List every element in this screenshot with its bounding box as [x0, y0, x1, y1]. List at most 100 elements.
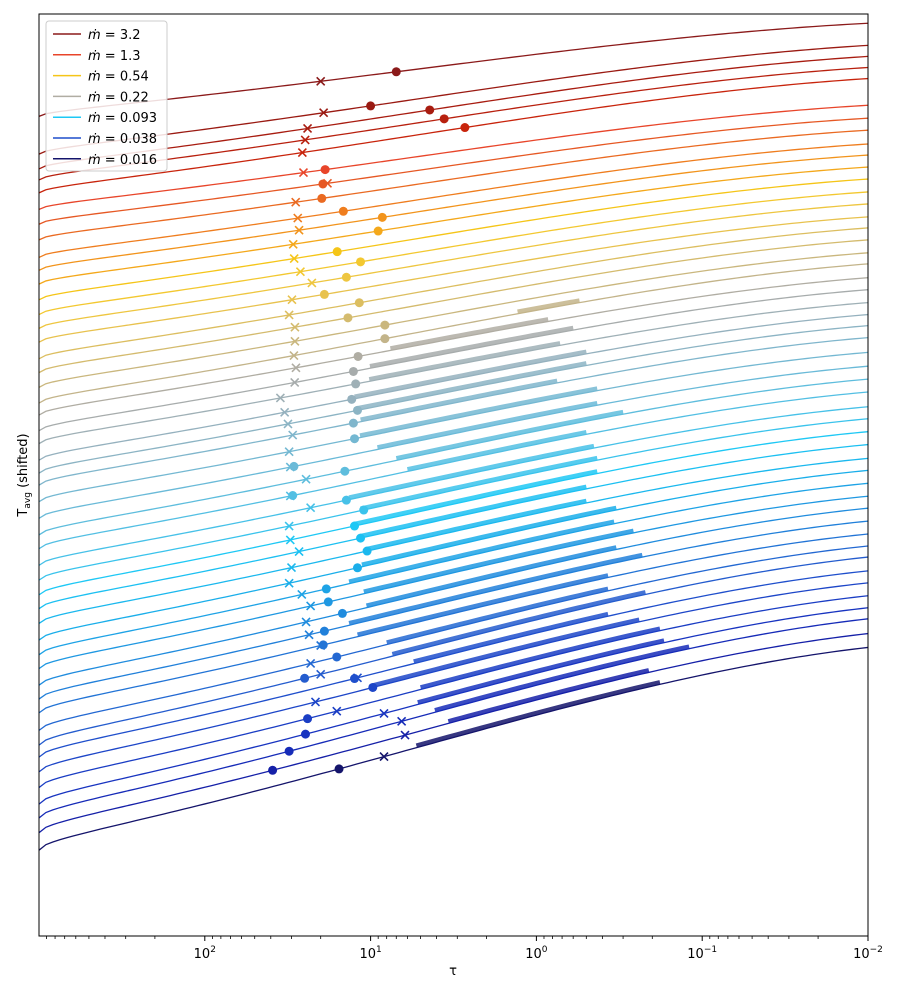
dot-marker	[362, 546, 372, 556]
series-line	[39, 545, 868, 731]
fit-segment	[348, 552, 643, 625]
series-line	[39, 431, 868, 596]
series-line	[39, 301, 868, 445]
series-line	[39, 22, 868, 117]
series-line	[39, 378, 868, 536]
fit-segment	[357, 573, 609, 637]
x-marker	[291, 363, 301, 373]
series-line	[39, 469, 868, 641]
dot-marker	[350, 674, 360, 684]
series-line	[39, 391, 868, 550]
series-line	[39, 263, 868, 404]
series-line	[39, 495, 868, 670]
dot-marker	[268, 765, 278, 775]
dot-marker	[318, 640, 328, 650]
fit-segment	[434, 644, 690, 712]
x-marker	[284, 447, 294, 457]
legend-label: ṁ = 0.038	[88, 132, 157, 147]
series-line	[39, 44, 868, 155]
fit-segment	[420, 626, 661, 690]
legend-label: ṁ = 3.2	[88, 28, 141, 43]
x-tick-label: 101	[359, 945, 381, 962]
dot-marker	[351, 379, 361, 389]
series-line	[39, 289, 868, 432]
plot-ribbons	[348, 298, 690, 748]
dot-marker	[334, 764, 344, 774]
dot-marker	[300, 729, 310, 739]
series-line	[39, 313, 868, 461]
dot-marker	[350, 521, 360, 531]
x-tick-label: 10−2	[853, 945, 883, 962]
fit-segment	[413, 611, 609, 664]
x-marker	[310, 697, 321, 707]
series-line	[39, 216, 868, 343]
series-line	[39, 55, 868, 170]
x-marker	[319, 108, 329, 118]
legend-label: ṁ = 0.016	[88, 153, 157, 168]
fit-segment	[355, 361, 587, 411]
series-line	[39, 143, 868, 259]
series-line	[39, 117, 868, 225]
series-line	[39, 482, 868, 656]
dot-marker	[366, 101, 376, 111]
dot-marker	[356, 257, 366, 267]
dot-marker	[337, 608, 347, 618]
dot-marker	[320, 165, 330, 175]
series-line	[39, 277, 868, 416]
series-line	[39, 129, 868, 241]
dot-marker	[289, 461, 299, 471]
x-marker	[301, 474, 311, 484]
x-marker	[316, 669, 326, 679]
x-marker	[294, 225, 304, 235]
dot-marker	[338, 206, 348, 216]
dot-marker	[439, 114, 449, 124]
x-marker	[289, 350, 299, 361]
plot-lines	[39, 22, 868, 851]
x-marker	[300, 135, 310, 145]
series-line	[39, 632, 868, 834]
x-marker	[379, 708, 389, 719]
dot-marker	[343, 313, 353, 323]
x-marker	[306, 601, 316, 611]
dot-marker	[340, 466, 350, 476]
x-marker	[297, 148, 307, 158]
x-marker	[301, 617, 311, 627]
dot-marker	[319, 626, 329, 636]
series-line	[39, 324, 868, 474]
series-line	[39, 77, 868, 194]
x-marker	[379, 752, 389, 762]
series-line	[39, 351, 868, 503]
series-line	[39, 607, 868, 805]
legend-label: ṁ = 0.093	[88, 111, 157, 126]
x-marker	[283, 419, 293, 429]
fit-segment	[361, 505, 617, 567]
fit-segment	[359, 386, 598, 438]
x-marker	[397, 716, 407, 726]
series-line	[39, 203, 868, 329]
dot-marker	[356, 533, 366, 543]
x-marker	[332, 706, 342, 716]
dot-marker	[347, 394, 357, 404]
dot-marker	[377, 212, 387, 222]
series-line	[39, 570, 868, 758]
dot-marker	[380, 334, 390, 344]
x-marker	[304, 630, 314, 640]
dot-marker	[321, 584, 331, 594]
fit-segment	[391, 590, 646, 656]
x-marker	[288, 430, 298, 440]
fit-segment	[360, 378, 558, 422]
x-marker	[307, 278, 317, 288]
x-marker	[284, 578, 294, 588]
fit-segment	[352, 469, 598, 526]
fit-segment	[365, 545, 617, 608]
series-line	[39, 252, 868, 388]
fit-segment	[354, 349, 587, 399]
x-tick-label: 10−1	[687, 945, 717, 962]
series-line	[39, 178, 868, 301]
dot-marker	[380, 320, 390, 330]
x-marker	[280, 407, 290, 417]
fit-segment	[367, 498, 587, 551]
fit-segment	[376, 400, 598, 450]
fit-segment	[360, 484, 587, 538]
